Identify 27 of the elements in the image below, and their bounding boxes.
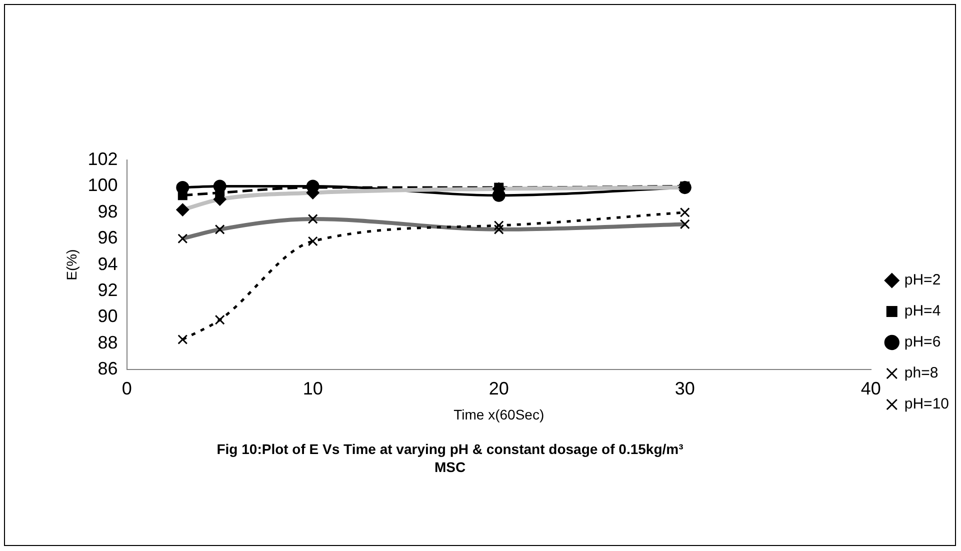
y-tick-label: 88 bbox=[98, 332, 118, 352]
y-tick-label: 100 bbox=[88, 175, 118, 196]
point bbox=[494, 220, 504, 230]
y-tick-label: 102 bbox=[88, 148, 118, 169]
y-tick-label: 98 bbox=[98, 201, 118, 222]
point bbox=[178, 190, 188, 200]
legend-label: pH=6 bbox=[904, 334, 941, 351]
point bbox=[178, 334, 188, 344]
y-tick-label: 90 bbox=[98, 306, 118, 326]
y-tick-label: 94 bbox=[98, 254, 118, 274]
y-tick-label: 86 bbox=[98, 358, 118, 379]
x-tick-label: 0 bbox=[122, 378, 132, 398]
legend-label: pH=10 bbox=[904, 396, 950, 413]
point bbox=[214, 314, 225, 325]
x-axis-title: Time x(60Sec) bbox=[454, 406, 544, 422]
legend-label: ph=8 bbox=[904, 364, 938, 382]
legend-label: pH=4 bbox=[904, 302, 941, 320]
y-tick-label: 96 bbox=[98, 228, 118, 248]
y-axis-title: E(%) bbox=[63, 249, 80, 280]
x-tick-label: 20 bbox=[488, 378, 509, 398]
point bbox=[308, 236, 318, 246]
text: Fig 10:Plot of E Vs Time at varying pH & constant dosage of 0.15kg/m³ MSC bbox=[216, 440, 684, 476]
y-tick-label: 92 bbox=[98, 280, 118, 300]
x-tick-label: 40 bbox=[860, 378, 881, 398]
legend-label: pH=2 bbox=[904, 272, 941, 289]
x-tick-label: 10 bbox=[302, 378, 323, 398]
x-tick-label: 30 bbox=[674, 378, 695, 398]
